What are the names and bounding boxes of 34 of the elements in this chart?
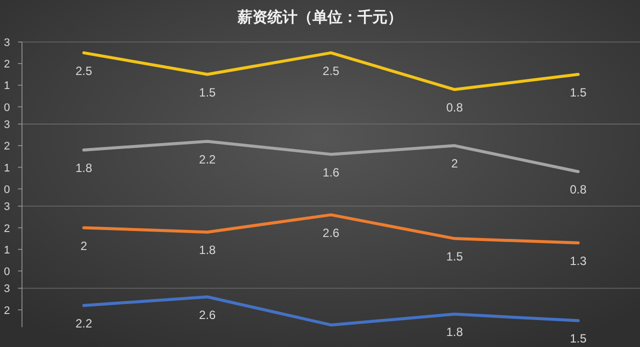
data-label: 1.8: [199, 243, 216, 258]
y-tick-label: 3: [4, 119, 10, 132]
data-label: 0.8: [570, 182, 587, 197]
data-label: 2.2: [75, 316, 92, 331]
y-tick-label: 1: [4, 80, 10, 92]
data-label: 1.3: [570, 254, 587, 268]
data-label: 1.8: [446, 325, 464, 340]
y-tick-label: 1: [4, 162, 10, 174]
y-tick-label: 1: [4, 244, 10, 256]
data-label: 2: [451, 156, 458, 171]
data-label: 2: [80, 238, 88, 253]
y-tick-label: 0: [4, 102, 10, 114]
y-tick-label: 0: [4, 266, 10, 278]
y-tick-label: 2: [4, 304, 10, 317]
data-label: 2.6: [322, 226, 340, 240]
data-label: 1.5: [199, 85, 216, 100]
y-tick-label: 3: [4, 201, 10, 214]
y-tick-label: 0: [4, 184, 10, 196]
y-tick-label: 3: [4, 283, 10, 296]
data-label: 1.5: [446, 250, 464, 264]
data-label: 0.8: [446, 100, 464, 115]
data-label: 2.5: [322, 64, 340, 78]
data-label: 1.8: [75, 161, 92, 175]
y-tick-label: 2: [4, 140, 10, 153]
y-tick-label: 2: [4, 222, 10, 235]
data-label: 1.6: [322, 165, 340, 180]
y-tick-label: 2: [4, 58, 10, 71]
data-label: 2.2: [199, 152, 216, 166]
data-label: 2.5: [75, 64, 92, 78]
data-label: 1.5: [570, 332, 587, 346]
data-label: 2.6: [199, 308, 216, 322]
chart-title: 薪资统计（单位：千元）: [236, 9, 402, 26]
data-label: 1.5: [570, 85, 587, 100]
y-tick-label: 3: [4, 37, 10, 49]
